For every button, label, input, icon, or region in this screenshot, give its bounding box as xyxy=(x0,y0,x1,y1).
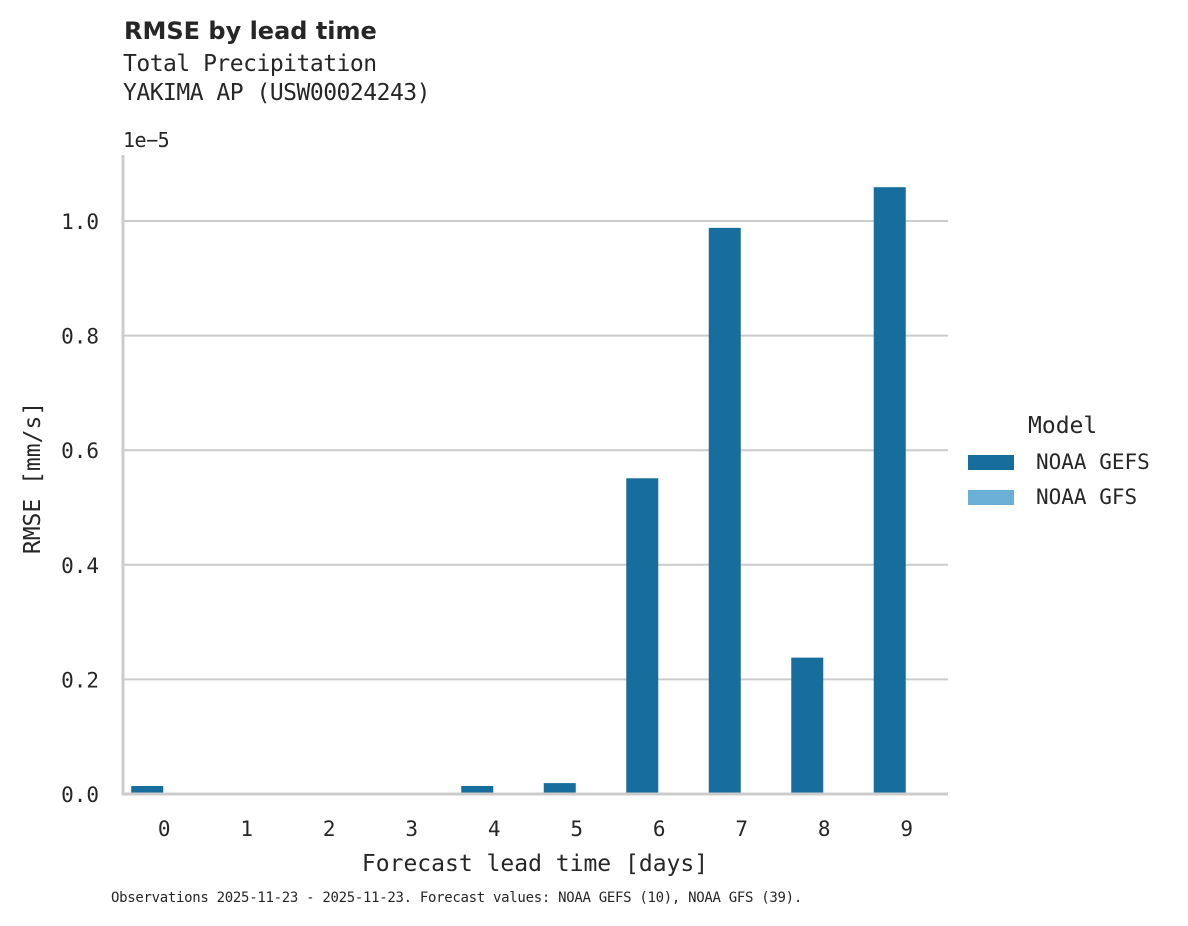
y-tick-label: 0.8 xyxy=(61,325,99,349)
x-tick-label: 3 xyxy=(405,817,418,841)
axes xyxy=(121,155,948,796)
x-tick-label: 7 xyxy=(735,817,748,841)
bar-gefs-0 xyxy=(131,785,164,794)
y-tick-label: 0.4 xyxy=(61,554,99,578)
gridlines xyxy=(123,220,948,681)
y-axis-label: RMSE [mm/s] xyxy=(20,402,46,554)
y-tick-label: 1.0 xyxy=(61,210,99,234)
x-tick-label: 5 xyxy=(570,817,583,841)
bar-gefs-8 xyxy=(791,657,824,794)
y-axis-offset-label: 1e−5 xyxy=(123,128,170,152)
bar-gefs-5 xyxy=(543,783,576,794)
bar-gefs-4 xyxy=(461,785,494,794)
x-tick-label: 1 xyxy=(240,817,253,841)
legend-item-gefs: NOAA GEFS xyxy=(968,449,1150,475)
legend-swatch-gfs xyxy=(968,489,1014,505)
chart-title: RMSE by lead time xyxy=(124,17,377,45)
bar-gefs-6 xyxy=(626,478,659,794)
bar-gefs-9 xyxy=(873,187,906,794)
x-tick-label: 2 xyxy=(323,817,336,841)
legend-label-gefs: NOAA GEFS xyxy=(1036,450,1150,474)
x-tick-label: 8 xyxy=(818,817,831,841)
chart-subtitle-station: YAKIMA AP (USW00024243) xyxy=(123,80,431,106)
y-tick-label: 0.2 xyxy=(61,668,99,692)
y-tick-label: 0.0 xyxy=(61,783,99,807)
x-tick-label: 4 xyxy=(488,817,501,841)
chart-subtitle-variable: Total Precipitation xyxy=(123,51,377,77)
footnote: Observations 2025-11-23 - 2025-11-23. Fo… xyxy=(111,890,802,906)
x-tick-label: 9 xyxy=(900,817,913,841)
bars xyxy=(131,187,906,795)
y-tick-labels: 0.0 0.2 0.4 0.6 0.8 1.0 xyxy=(61,210,99,807)
x-tick-label: 0 xyxy=(158,817,171,841)
x-tick-labels: 0 1 2 3 4 5 6 7 8 9 xyxy=(158,817,913,841)
legend-item-gfs: NOAA GFS xyxy=(968,484,1137,510)
legend-label-gfs: NOAA GFS xyxy=(1036,485,1138,509)
legend-swatch-gefs xyxy=(968,454,1014,470)
x-tick-label: 6 xyxy=(653,817,666,841)
y-tick-label: 0.6 xyxy=(61,439,99,463)
legend-title: Model xyxy=(1028,413,1098,439)
bar-gefs-7 xyxy=(708,227,741,795)
x-axis-label: Forecast lead time [days] xyxy=(362,851,708,877)
